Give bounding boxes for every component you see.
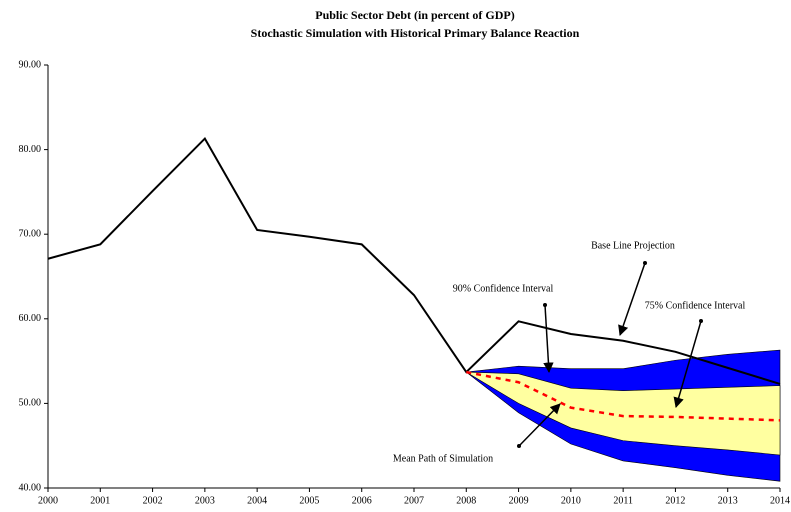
y-tick-label: 90.00 [19,59,42,70]
chart-subtitle: Stochastic Simulation with Historical Pr… [251,26,580,40]
annotation-arrow [543,304,554,374]
annotation-arrow [673,320,702,409]
annotation-arrow [618,262,646,336]
x-tick-label: 2006 [352,495,372,506]
annotation-arrow [518,403,561,447]
y-tick-label: 60.00 [19,313,42,324]
annotation: Base Line Projection [591,240,675,251]
annotation: 90% Confidence Interval [453,283,554,294]
y-tick-label: 50.00 [19,398,42,409]
x-tick-label: 2007 [404,495,424,506]
x-tick-label: 2012 [665,495,685,506]
x-tick-label: 2001 [90,495,110,506]
x-tick-label: 2004 [247,495,267,506]
annotation: 75% Confidence Interval [645,300,746,311]
x-tick-label: 2005 [299,495,319,506]
x-tick-label: 2010 [561,495,581,506]
x-tick-label: 2009 [509,495,529,506]
series-line [47,136,781,385]
y-tick-label: 80.00 [19,144,42,155]
x-tick-label: 2014 [770,495,790,506]
x-tick-label: 2011 [613,495,633,506]
annotation: Mean Path of Simulation [393,453,493,464]
chart-title: Public Sector Debt (in percent of GDP) [315,8,515,22]
y-tick-label: 70.00 [19,228,42,239]
x-tick-label: 2008 [456,495,476,506]
y-tick-label: 40.00 [19,482,42,493]
x-tick-label: 2000 [38,495,58,506]
series-line [466,370,781,422]
x-tick-label: 2003 [195,495,215,506]
x-tick-label: 2013 [718,495,738,506]
x-tick-label: 2002 [143,495,163,506]
